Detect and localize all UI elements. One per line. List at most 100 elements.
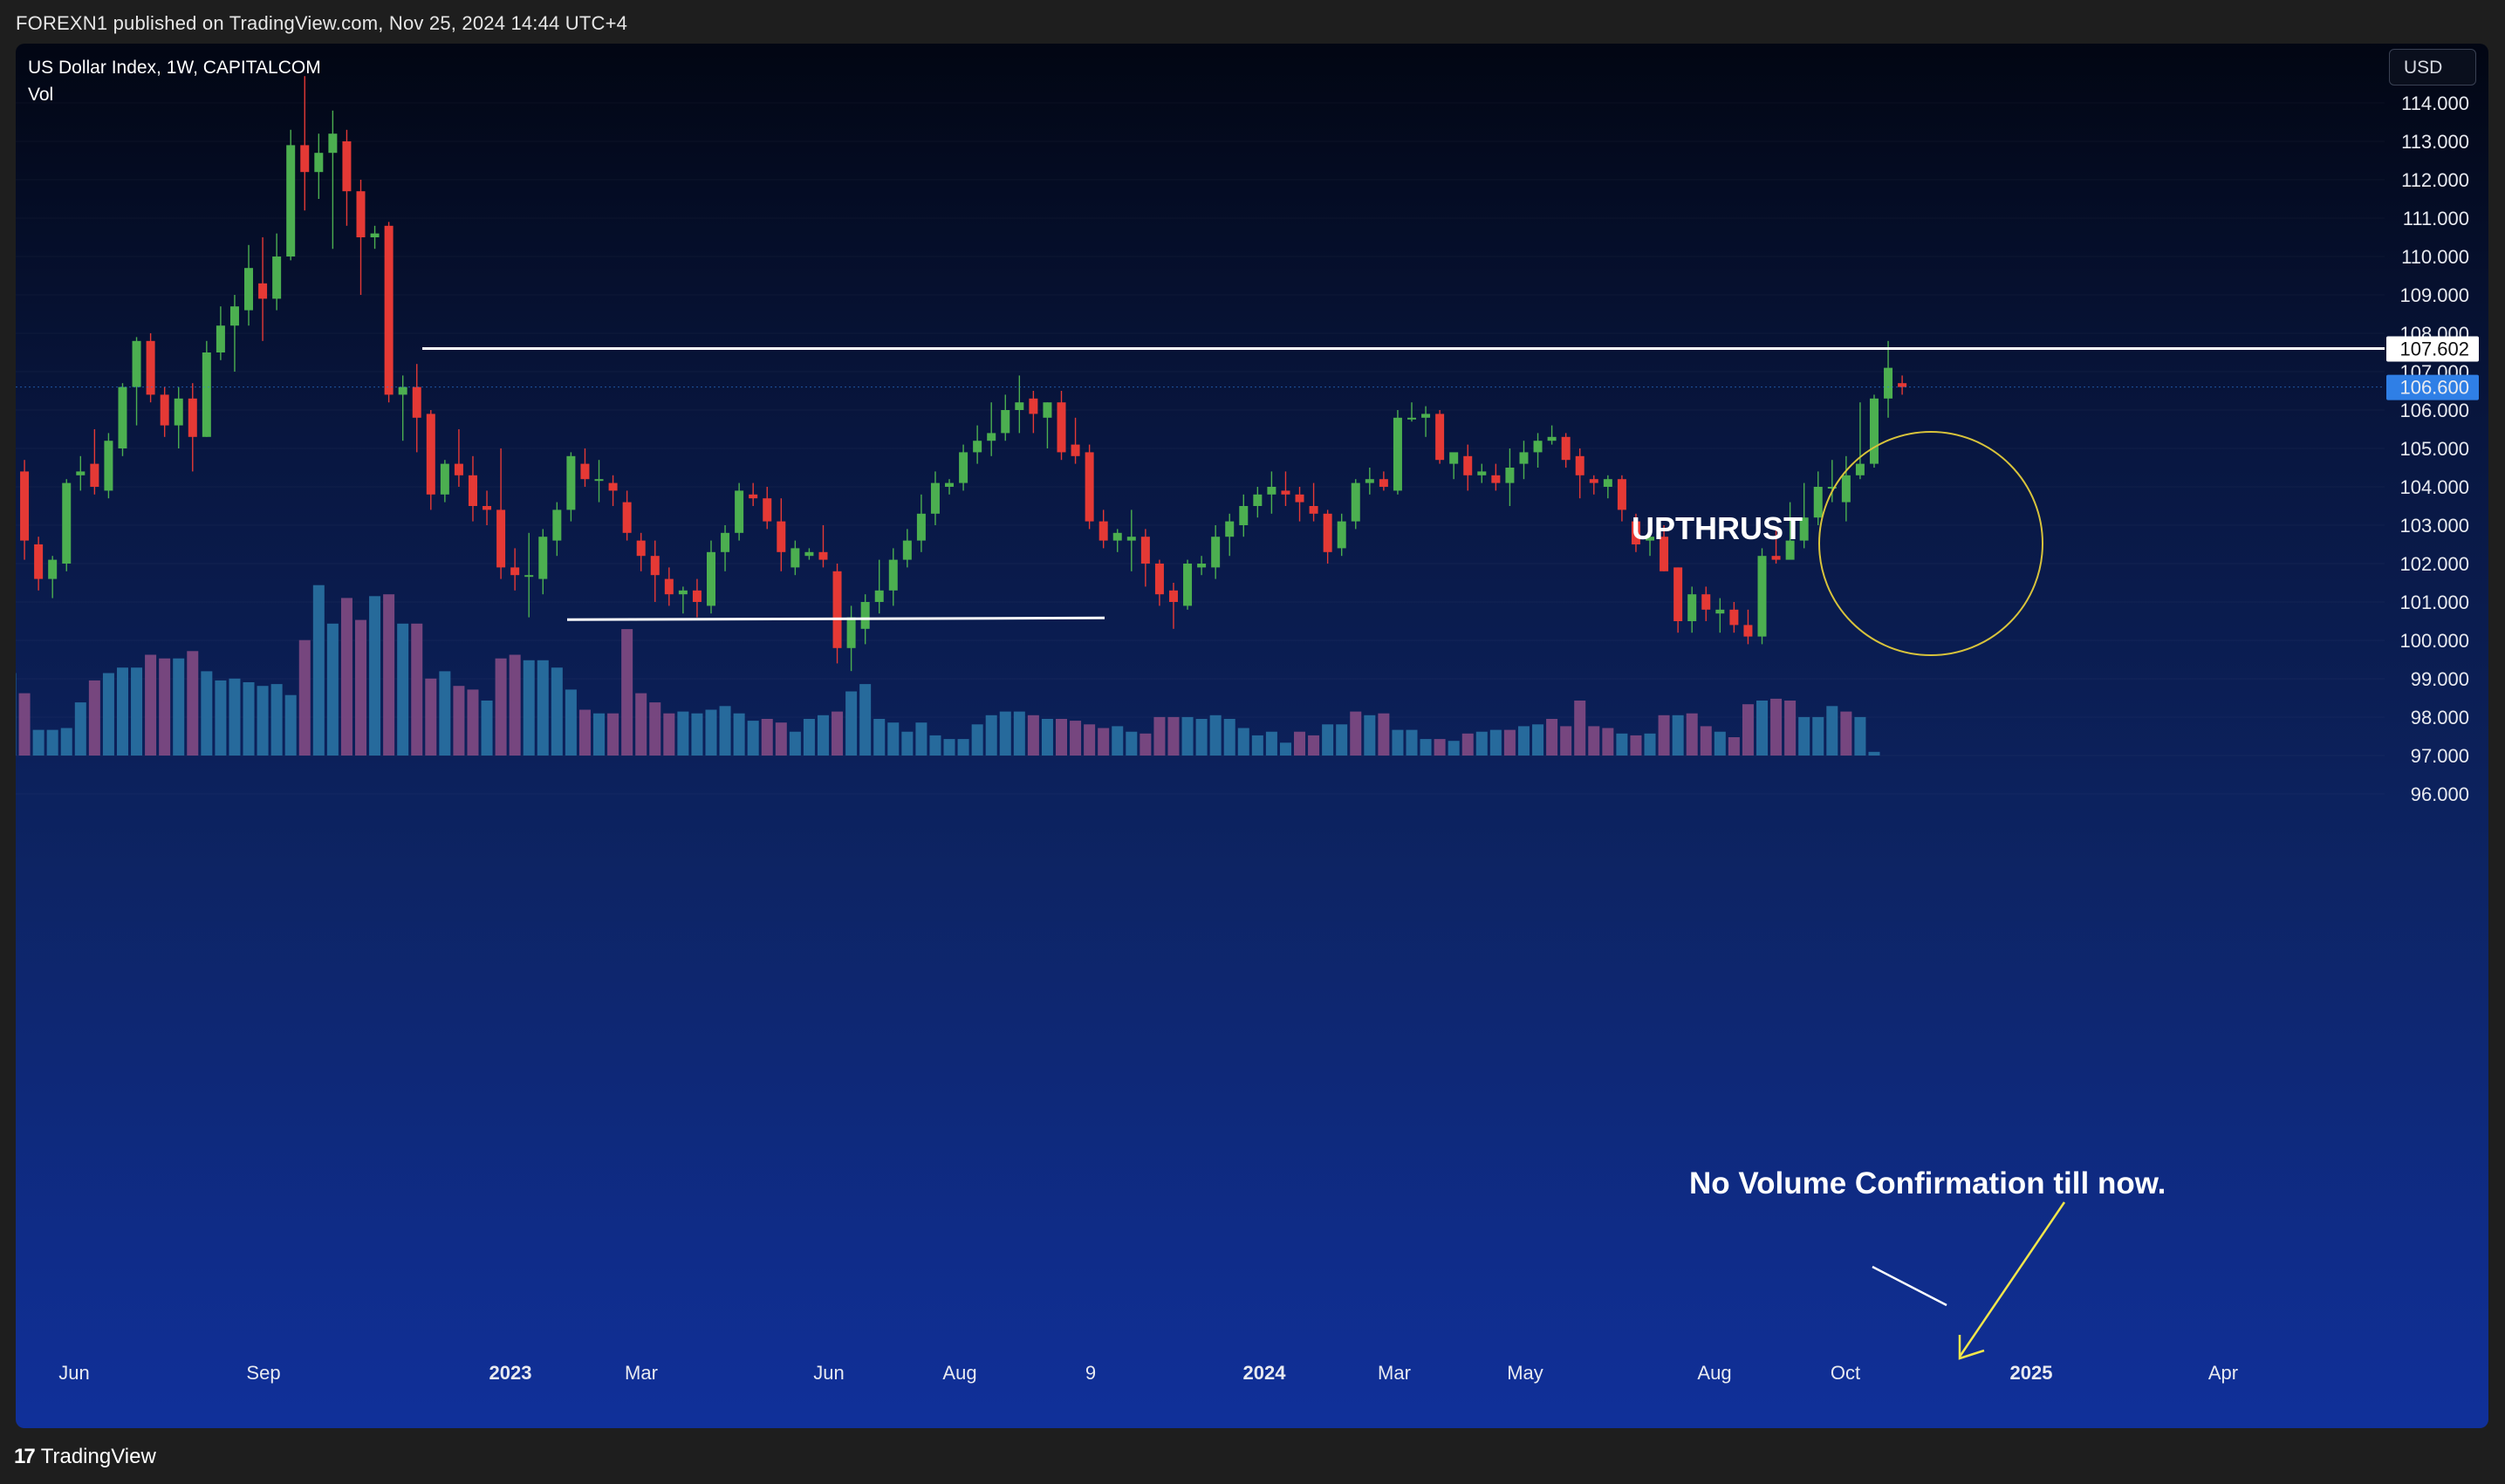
volume-bar bbox=[355, 619, 366, 756]
candle-body bbox=[1646, 537, 1655, 541]
candle bbox=[1015, 375, 1024, 434]
candle bbox=[1799, 482, 1809, 549]
volume-bar bbox=[383, 594, 395, 756]
candle bbox=[1631, 513, 1640, 552]
candle bbox=[566, 452, 576, 522]
price-tick-label: 102.000 bbox=[2399, 553, 2469, 575]
time-tick-label: 2024 bbox=[1243, 1362, 1287, 1384]
volume-bar bbox=[102, 673, 114, 756]
volume-bar bbox=[298, 639, 311, 756]
candle bbox=[622, 490, 632, 541]
currency-button[interactable]: USD bbox=[2389, 49, 2476, 85]
candle bbox=[580, 448, 590, 487]
candle bbox=[945, 479, 955, 495]
candle-body bbox=[1715, 609, 1725, 614]
time-tick-label: Mar bbox=[625, 1362, 658, 1384]
candle-body bbox=[860, 602, 870, 629]
volume-bar bbox=[635, 693, 647, 756]
candle-body bbox=[1407, 417, 1416, 420]
time-tick-label: Aug bbox=[1697, 1362, 1731, 1384]
candle bbox=[1715, 598, 1725, 633]
candle-body bbox=[707, 551, 715, 606]
volume-bar bbox=[411, 623, 423, 756]
volume-bar bbox=[1728, 737, 1740, 756]
candle bbox=[1071, 417, 1080, 464]
support-line bbox=[566, 616, 1105, 621]
candle bbox=[229, 295, 239, 372]
upthrust-label: UPTHRUST bbox=[1632, 510, 1803, 546]
candle-body bbox=[1154, 564, 1164, 595]
volume-bar bbox=[1350, 711, 1362, 756]
candle-body bbox=[90, 463, 99, 487]
current-price-label: 106.600 bbox=[2399, 377, 2469, 399]
candlestick-series bbox=[20, 76, 1907, 672]
candle-body bbox=[1771, 556, 1781, 560]
candle bbox=[342, 129, 352, 226]
candle bbox=[707, 540, 715, 614]
candle-body bbox=[552, 509, 562, 541]
volume-bar bbox=[1574, 701, 1586, 756]
candle bbox=[258, 237, 268, 341]
candle-body bbox=[846, 617, 856, 648]
volume-bar bbox=[578, 709, 591, 756]
candle bbox=[370, 225, 380, 250]
candle-body bbox=[426, 414, 435, 495]
candle bbox=[721, 525, 730, 571]
volume-bar bbox=[1237, 728, 1249, 756]
candle bbox=[973, 425, 982, 464]
candle-body bbox=[1309, 506, 1318, 514]
volume-bar bbox=[1364, 715, 1376, 756]
candle bbox=[1253, 487, 1263, 518]
volume-bar bbox=[832, 711, 844, 756]
candle-body bbox=[777, 521, 786, 552]
candle bbox=[90, 429, 99, 495]
candle bbox=[664, 567, 674, 606]
candle bbox=[832, 564, 842, 664]
candle bbox=[524, 532, 534, 618]
candle-body bbox=[314, 153, 324, 173]
candle-body bbox=[1183, 564, 1193, 606]
candle bbox=[510, 548, 520, 591]
candle bbox=[1323, 509, 1332, 564]
candle-body bbox=[1001, 410, 1010, 434]
candle-body bbox=[272, 256, 282, 299]
volume-bar bbox=[257, 686, 269, 756]
candle bbox=[1491, 463, 1501, 491]
tradingview-logo[interactable]: 17 TradingView bbox=[14, 1444, 156, 1470]
candle bbox=[1729, 602, 1739, 633]
volume-bar bbox=[1475, 731, 1488, 756]
candle-body bbox=[1855, 463, 1865, 475]
tradingview-logo-icon: 17 bbox=[14, 1445, 36, 1468]
volume-bar bbox=[369, 596, 381, 756]
candle bbox=[62, 479, 72, 571]
price-chart[interactable]: UPTHRUST No Volume Confirmation till now.… bbox=[16, 44, 2488, 1428]
price-tick-label: 105.000 bbox=[2399, 438, 2469, 460]
resistance-price-label: 107.602 bbox=[2399, 339, 2469, 360]
arrow-head bbox=[1958, 1335, 1985, 1360]
candle bbox=[1112, 529, 1122, 552]
candle bbox=[874, 559, 884, 614]
candle bbox=[1168, 583, 1178, 629]
candle-body bbox=[916, 513, 926, 541]
candle-body bbox=[1477, 471, 1487, 475]
annotation-arrow bbox=[1958, 1201, 2066, 1357]
candle bbox=[1855, 402, 1865, 480]
volume-bar bbox=[901, 731, 914, 756]
volume-bar bbox=[243, 682, 255, 756]
chart-panel[interactable]: UPTHRUST No Volume Confirmation till now.… bbox=[16, 44, 2488, 1428]
candle-body bbox=[1869, 398, 1879, 464]
volume-bar bbox=[1560, 726, 1572, 756]
volume-bar bbox=[719, 706, 731, 756]
candle bbox=[1617, 475, 1626, 522]
candle bbox=[1757, 548, 1767, 645]
candle bbox=[1813, 471, 1823, 525]
candle-body bbox=[1029, 398, 1038, 414]
candle-body bbox=[1505, 468, 1515, 483]
volume-bar bbox=[943, 739, 955, 756]
candle bbox=[818, 525, 828, 568]
candle-body bbox=[216, 325, 225, 352]
candle bbox=[749, 482, 758, 506]
candle bbox=[1197, 556, 1207, 576]
candle bbox=[202, 340, 211, 437]
candle bbox=[1043, 402, 1052, 448]
